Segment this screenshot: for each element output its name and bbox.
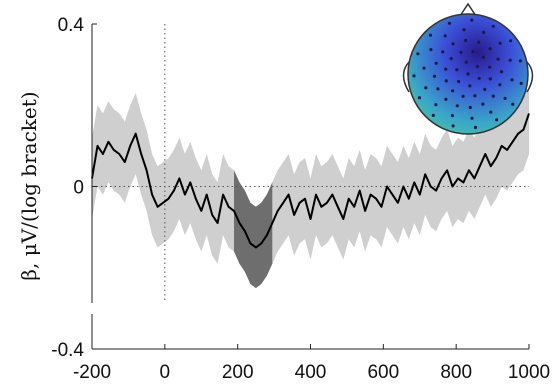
topo-sensor <box>509 39 513 43</box>
topo-sensor <box>412 74 416 78</box>
topo-sensor <box>489 110 493 114</box>
x-tick-label: 800 <box>440 362 472 383</box>
topo-sensor <box>519 81 523 85</box>
topo-sensor <box>470 116 474 120</box>
topo-sensor <box>455 104 459 108</box>
topo-sensor <box>451 124 455 128</box>
topo-sensor <box>518 59 523 63</box>
topo-sensor <box>510 78 514 82</box>
y-axis-label: β, μV/(log bracket) <box>17 91 41 280</box>
topo-sensor <box>451 89 455 93</box>
significant-window-band <box>234 170 273 289</box>
topo-sensor <box>434 103 438 107</box>
y-tick-label: 0.4 <box>58 15 85 36</box>
topo-sensor <box>468 84 472 88</box>
topo-sensor <box>498 41 502 45</box>
confidence-band <box>92 72 529 289</box>
topo-sensor <box>477 76 481 80</box>
topo-sensor <box>422 66 426 70</box>
topo-sensor <box>444 79 448 83</box>
topo-sensor <box>491 94 495 98</box>
topo-sensor <box>475 64 479 69</box>
topo-sensor <box>444 97 448 101</box>
topo-sensor <box>481 102 485 106</box>
x-tick-label: 400 <box>295 362 327 383</box>
x-tick-label: -200 <box>73 362 111 383</box>
x-tick-label: 0 <box>160 362 171 383</box>
topo-sensor <box>482 30 486 34</box>
y-tick-label: 0 <box>73 178 84 199</box>
topo-sensor <box>441 50 445 54</box>
topo-sensor <box>434 61 438 65</box>
plot-area <box>91 24 530 303</box>
topo-sensor <box>511 102 515 106</box>
topo-sensor <box>503 96 507 100</box>
axes: -200 0 200 400 600 800 1000 -0.4 0 0.4 <box>51 15 550 383</box>
topo-sensor <box>432 74 437 78</box>
mean-line <box>91 113 530 249</box>
topo-sensor <box>443 34 447 38</box>
topo-sensor <box>450 114 454 118</box>
topo-sensor <box>444 67 448 71</box>
x-tick-label: 600 <box>367 362 399 383</box>
topo-sensor <box>462 28 466 32</box>
topo-sensor <box>481 55 485 59</box>
topo-sensor <box>466 72 470 76</box>
topo-sensor <box>499 70 504 74</box>
x-tick-label: 1000 <box>508 362 550 383</box>
x-tick-label: 200 <box>222 362 254 383</box>
topo-sensor <box>431 113 435 117</box>
topo-sensor <box>429 48 433 52</box>
topo-sensor <box>483 87 487 91</box>
topo-sensor <box>449 57 453 61</box>
topo-sensor <box>470 18 474 22</box>
topo-sensor <box>459 50 463 54</box>
scalp-topography-inset <box>402 2 534 135</box>
topo-sensor <box>416 52 420 56</box>
topo-sensor <box>473 125 478 130</box>
topo-sensor <box>424 86 428 90</box>
topo-sensor <box>417 96 422 100</box>
topo-sensor <box>451 42 455 46</box>
y-tick-label: -0.4 <box>51 340 84 361</box>
topo-sensor <box>477 40 481 44</box>
topo-sensor <box>473 94 477 98</box>
topo-sensor <box>495 118 499 122</box>
topo-sensor <box>455 68 459 72</box>
topo-sensor <box>468 105 472 110</box>
topo-sensor <box>464 60 468 64</box>
topo-sensor <box>428 33 433 37</box>
topo-sensor <box>457 79 461 84</box>
topo-sensor <box>491 24 495 28</box>
topo-sensor <box>496 57 500 61</box>
topo-sensor <box>447 21 452 25</box>
topo-sensor <box>461 94 465 98</box>
topo-sensor <box>498 83 502 87</box>
topo-sensor <box>488 47 492 51</box>
topo-sensor <box>464 38 468 43</box>
topo-sensor <box>488 65 492 69</box>
topo-sensor <box>488 77 492 81</box>
topo-sensor <box>471 50 475 54</box>
topo-sensor <box>508 58 512 62</box>
topo-sensor <box>436 87 440 91</box>
